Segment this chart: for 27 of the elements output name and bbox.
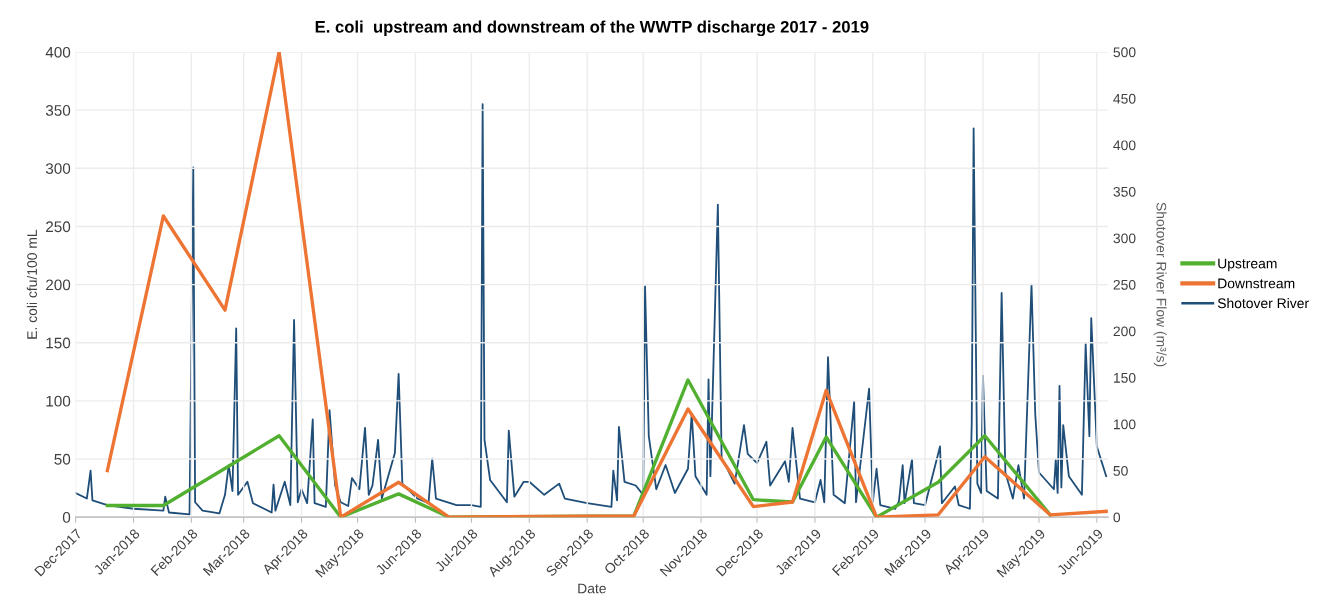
y-axis-title: E. coli cfu/100 mL: [26, 229, 37, 339]
y-tick-label: 50: [54, 453, 71, 465]
y2-tick-label: 0: [1113, 512, 1121, 523]
y-tick-label: 150: [46, 337, 71, 349]
y-tick-label: 300: [45, 163, 71, 174]
legend-label: Shotover River: [1217, 298, 1309, 309]
y2-tick-label: 50: [1113, 465, 1128, 476]
y-tick-label: 200: [46, 279, 71, 291]
y2-axis-title: Shotover River Flow (m³/s): [1153, 202, 1167, 367]
y-tick-label: 100: [46, 395, 71, 407]
legend-label: Upstream: [1218, 258, 1277, 272]
y2-tick-label: 200: [1113, 326, 1136, 337]
y-tick-label: 0: [62, 512, 71, 523]
y2-tick-label: 350: [1113, 186, 1136, 197]
legend-label: Downstream: [1218, 278, 1295, 289]
y2-tick-label: 400: [1113, 140, 1136, 151]
y-tick-label: 400: [45, 46, 71, 58]
y-tick-label: 350: [45, 105, 71, 116]
y2-tick-label: 100: [1113, 419, 1136, 430]
x-axis-title: Date: [578, 583, 606, 594]
y2-tick-label: 450: [1113, 93, 1136, 104]
y-tick-label: 250: [46, 221, 71, 233]
y2-tick-label: 300: [1113, 233, 1136, 244]
y2-tick-label: 250: [1113, 279, 1136, 290]
y2-tick-label: 150: [1113, 372, 1136, 383]
y2-tick-label: 500: [1113, 47, 1136, 58]
chart-title: E. coli upstream and downstream of the WWTP discharge 2017 - 2019: [315, 20, 869, 37]
